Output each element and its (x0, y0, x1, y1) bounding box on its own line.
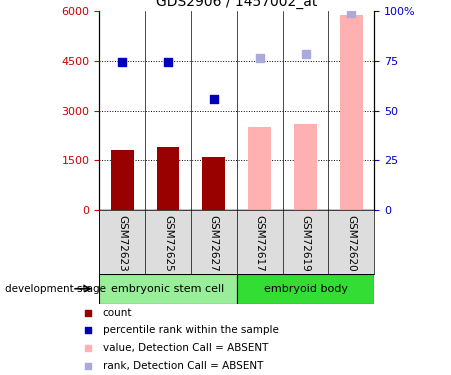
Text: GSM72623: GSM72623 (117, 215, 127, 272)
Point (302, 51, 309, 57)
Bar (340, 15, 363, 210)
Text: embryoid body: embryoid body (263, 284, 348, 294)
Text: GSM72617: GSM72617 (255, 215, 265, 272)
Bar (248, 127, 271, 210)
Point (210, 96, 217, 102)
Point (84, 363, 92, 369)
Bar (156, 147, 179, 210)
Text: GSM72620: GSM72620 (346, 215, 356, 272)
FancyBboxPatch shape (237, 274, 374, 304)
Point (348, 10, 355, 16)
Text: rank, Detection Call = ABSENT: rank, Detection Call = ABSENT (103, 361, 263, 371)
Text: development stage: development stage (5, 284, 106, 294)
Text: GSM72619: GSM72619 (300, 215, 311, 272)
Title: GDS2906 / 1457002_at: GDS2906 / 1457002_at (156, 0, 318, 9)
Text: GSM72625: GSM72625 (163, 215, 173, 272)
Point (84, 327, 92, 333)
FancyBboxPatch shape (99, 274, 237, 304)
Bar (110, 150, 133, 210)
Text: GSM72627: GSM72627 (209, 215, 219, 272)
Point (164, 58, 171, 64)
Text: value, Detection Call = ABSENT: value, Detection Call = ABSENT (103, 343, 268, 353)
Bar (202, 157, 226, 210)
Text: count: count (103, 308, 133, 318)
Point (119, 58, 126, 64)
Bar (294, 124, 317, 210)
Point (84, 345, 92, 351)
Text: percentile rank within the sample: percentile rank within the sample (103, 326, 279, 336)
Point (256, 55, 263, 61)
Text: embryonic stem cell: embryonic stem cell (111, 284, 225, 294)
Point (84, 310, 92, 316)
